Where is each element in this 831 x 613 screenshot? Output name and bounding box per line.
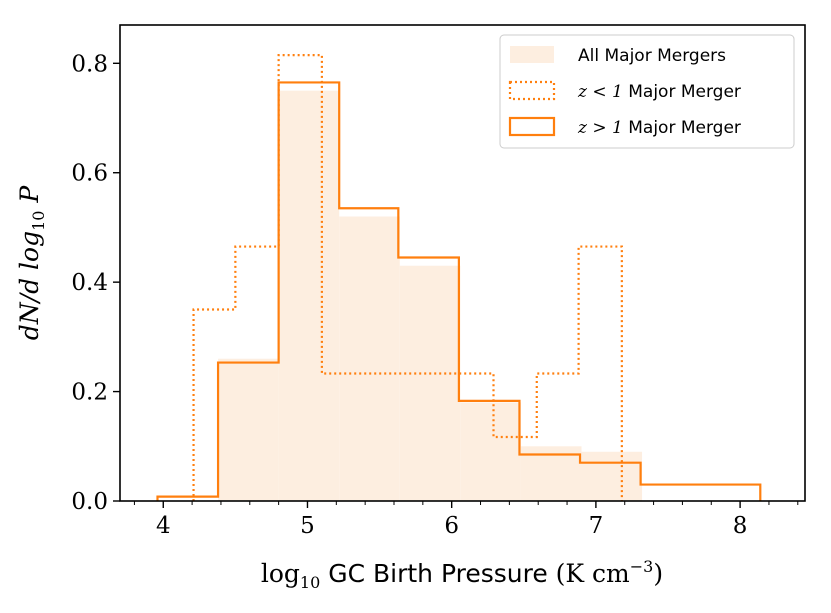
x-axis-label-close: ) <box>653 559 663 588</box>
legend-swatch-z-lt-1 <box>508 80 556 101</box>
y-tick-label: 0.0 <box>71 489 108 515</box>
legend-math-z-lt-1: z < 1 <box>577 82 623 102</box>
y-axis-label-main: dN/d log <box>15 231 44 340</box>
legend-swatch-all <box>510 46 554 63</box>
x-tick-label: 4 <box>156 513 171 539</box>
y-axis-label-subscript: 10 <box>29 211 48 231</box>
x-axis-label: log10 GC Birth Pressure (K cm−3) <box>261 557 663 592</box>
x-tick-label: 5 <box>300 513 315 539</box>
legend-swatch-z-gt-1 <box>508 116 556 137</box>
y-tick-label: 0.6 <box>71 161 108 187</box>
legend-label-all: All Major Mergers <box>578 46 726 66</box>
bar-all-major-mergers <box>581 451 643 501</box>
x-axis-label-superscript: −3 <box>630 557 654 576</box>
step-line-z-lt-1 <box>192 53 623 501</box>
x-tick-label: 8 <box>733 513 748 539</box>
legend: All Major Mergers z < 1 Major Merger z >… <box>499 34 795 149</box>
bar-all-major-mergers <box>460 402 521 501</box>
x-axis-label-subscript: 10 <box>300 573 320 592</box>
legend-label-z-gt-1: z > 1 Major Merger <box>577 118 741 138</box>
legend-math-z-gt-1: z > 1 <box>577 118 623 138</box>
legend-box <box>499 34 795 149</box>
legend-rest-z-gt-1: Major Merger <box>623 118 741 138</box>
bar-all-major-mergers <box>399 265 461 501</box>
x-tick-label: 6 <box>444 513 459 539</box>
y-tick-label: 0.2 <box>71 380 108 406</box>
bar-all-major-mergers <box>278 90 340 501</box>
step-line-z-gt-1 <box>156 81 762 501</box>
y-tick-label: 0.8 <box>71 51 108 77</box>
axis-ticks: 4 5 6 7 8 0.0 0.2 0.4 0.6 0.8 <box>71 51 799 539</box>
y-tick-label: 0.4 <box>71 270 108 296</box>
series-layer <box>156 53 762 501</box>
x-tick-label: 7 <box>589 513 604 539</box>
plot-frame <box>119 24 806 502</box>
x-axis-label-log: log <box>261 559 300 588</box>
bar-all-major-mergers <box>218 358 279 501</box>
x-axis-label-main: GC Birth Pressure <box>320 559 555 588</box>
bar-all-major-mergers <box>339 216 400 501</box>
y-axis-label-var: P <box>15 185 44 211</box>
x-axis-label-units: (K cm <box>556 559 630 588</box>
legend-label-z-lt-1: z < 1 Major Merger <box>577 82 741 102</box>
legend-rest-z-lt-1: Major Merger <box>623 82 741 102</box>
y-axis-label: dN/d log10 P <box>15 185 48 341</box>
